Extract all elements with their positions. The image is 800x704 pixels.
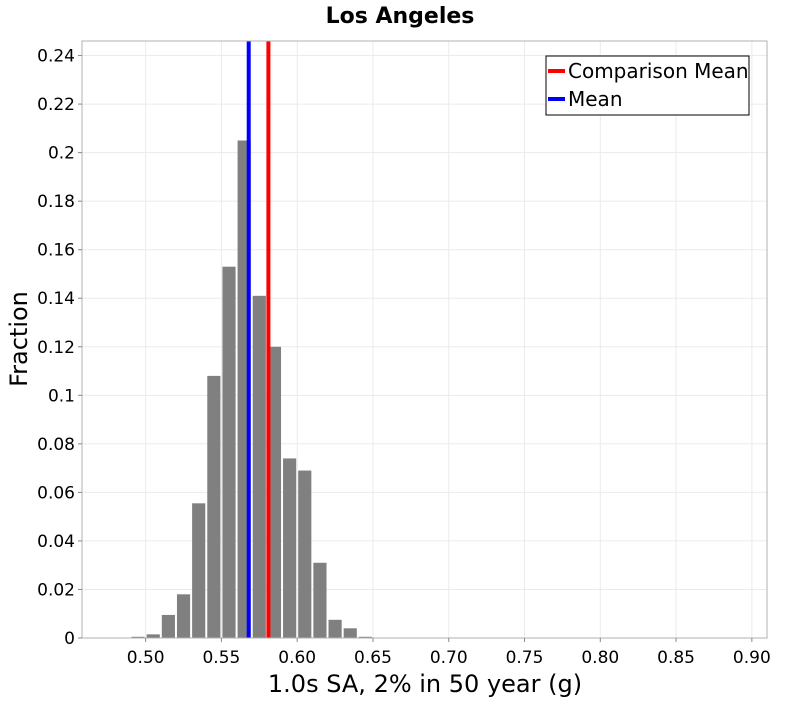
y-tick-label: 0.22 (37, 95, 75, 115)
histogram-bars (131, 140, 372, 638)
histogram-bar (222, 266, 236, 638)
mean-lines (246, 41, 271, 638)
histogram-bar (313, 562, 327, 638)
y-tick-label: 0.24 (37, 47, 75, 67)
y-axis-label: Fraction (5, 291, 33, 387)
legend-label: Comparison Mean (568, 59, 749, 83)
histogram-bar (283, 458, 297, 638)
legend-box (545, 55, 750, 116)
x-tick-label: 0.75 (506, 648, 544, 668)
legend-label: Mean (568, 87, 623, 111)
x-axis-ticks: 0.50 0.55 0.60 0.65 0.70 0.75 0.80 0.85 0.90 (127, 638, 771, 668)
y-tick-label: 0.04 (37, 532, 75, 552)
legend: Comparison Mean Mean (545, 55, 750, 116)
y-tick-label: 0.16 (37, 241, 75, 261)
histogram-bar (176, 594, 191, 638)
chart-title: Los Angeles (326, 4, 475, 29)
y-tick-label: 0.12 (37, 338, 75, 358)
histogram-bar (328, 619, 342, 638)
y-tick-label: 0.1 (48, 386, 75, 406)
histogram-bar (131, 636, 145, 638)
grid-lines (82, 41, 767, 639)
x-tick-label: 0.80 (581, 648, 619, 668)
histogram-bar (298, 470, 312, 638)
x-tick-label: 0.70 (430, 648, 468, 668)
y-tick-label: 0.18 (37, 192, 75, 212)
x-tick-label: 0.85 (657, 648, 695, 668)
histogram-bar (267, 346, 282, 638)
histogram-bar (146, 634, 160, 638)
y-tick-label: 0.14 (37, 289, 75, 309)
x-tick-label: 0.65 (354, 648, 392, 668)
histogram-bar (252, 295, 266, 638)
x-tick-label: 0.50 (127, 648, 165, 668)
y-axis-ticks: 0 0.02 0.04 0.06 0.08 0.1 0.12 0.14 0.16 0.18 0.2 0… (37, 47, 82, 649)
x-tick-label: 0.55 (202, 648, 240, 668)
y-tick-label: 0.02 (37, 580, 75, 600)
y-tick-label: 0 (64, 629, 75, 649)
y-tick-label: 0.08 (37, 435, 75, 455)
x-tick-label: 0.60 (278, 648, 316, 668)
histogram-bar (207, 375, 221, 638)
histogram-bar (343, 628, 357, 638)
plot-area (81, 40, 768, 639)
x-axis-label: 1.0s SA, 2% in 50 year (g) (268, 670, 582, 698)
x-tick-label: 0.90 (733, 648, 771, 668)
histogram-bar (161, 614, 175, 638)
histogram-bar (192, 503, 206, 638)
histogram-bar (358, 636, 372, 638)
y-tick-label: 0.2 (48, 144, 75, 164)
y-tick-label: 0.06 (37, 483, 75, 503)
